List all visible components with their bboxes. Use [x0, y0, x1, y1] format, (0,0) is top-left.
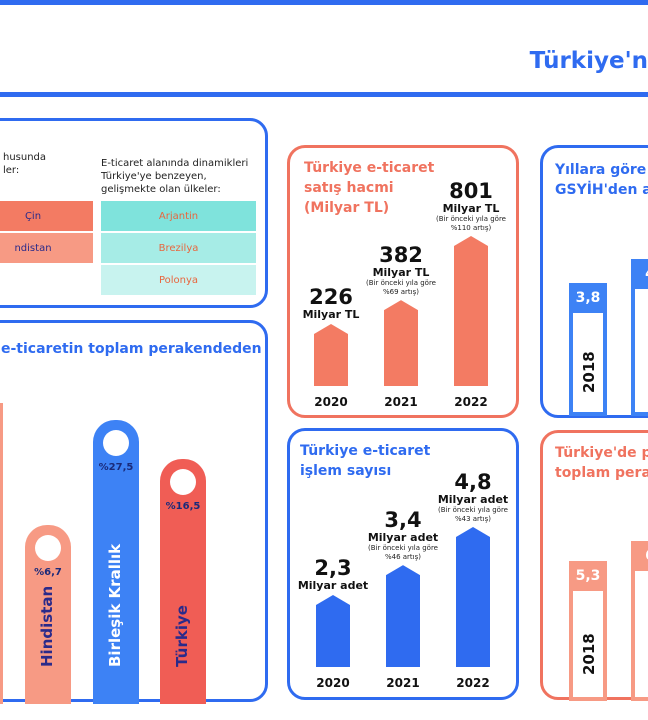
- transactions-value-2020: 2,3: [314, 556, 351, 580]
- transactions-unit-2021: Milyar adet: [368, 531, 438, 544]
- gdp-box-body: [569, 313, 607, 416]
- sales-title-line-1: Türkiye e-ticaret: [304, 160, 435, 176]
- bar-value-birlesik-krallik: %27,5: [98, 462, 134, 473]
- gdp-box-value: 3,8: [569, 283, 607, 313]
- transactions-bar-2021: [386, 565, 420, 667]
- gdp-share-panel: Yıllara göre T GSYİH'den al 3,8 2018 4: [540, 145, 648, 418]
- gdp-box-2019: 4: [631, 259, 648, 416]
- transactions-unit-2020: Milyar adet: [298, 579, 368, 592]
- left-caption-line-2: ler:: [3, 165, 20, 176]
- bar-cap-circle: [103, 430, 129, 456]
- sales-bar-2021: [384, 300, 418, 386]
- sales-note-2021: %69 artış): [383, 288, 419, 296]
- bar-country-hindistan: Hindistan: [38, 585, 56, 667]
- country-pill-label: Çin: [24, 210, 42, 222]
- sales-unit-2021: Milyar TL: [373, 266, 430, 279]
- transactions-year-2022: 2022: [456, 676, 489, 690]
- transactions-year-2021: 2021: [386, 676, 419, 690]
- transactions-title-line-1: Türkiye e-ticaret: [300, 443, 431, 459]
- country-pill-arjantin: Arjantin: [101, 201, 256, 231]
- retail-title-line-1: Türkiye'de pe: [555, 445, 648, 461]
- bar-country-birlesik-krallik: Birleşik Krallık: [106, 543, 124, 667]
- bar-cap-circle: [35, 535, 61, 561]
- transactions-title-line-2: işlem sayısı: [300, 463, 392, 479]
- sales-year-2022: 2022: [454, 395, 487, 409]
- sales-unit-2020: Milyar TL: [303, 308, 360, 321]
- country-pill-hindistan: ndistan: [0, 233, 93, 263]
- transactions-panel: Türkiye e-ticaret işlem sayısı Milyar ad…: [287, 428, 519, 700]
- retail-box-value: 5,3: [569, 561, 607, 591]
- sales-year-2021: 2021: [384, 395, 417, 409]
- right-caption-line-1: E-ticaret alanında dinamikleri: [101, 158, 249, 169]
- retail-box-year-2018: 2018: [580, 633, 598, 675]
- retail-box-value: 6: [631, 541, 648, 571]
- transactions-bar-2020: [316, 595, 350, 667]
- bar-value-turkiye: %16,5: [165, 501, 201, 512]
- transactions-value-2021: 3,4: [384, 508, 421, 532]
- country-pill-label: Polonya: [158, 274, 199, 286]
- sales-note-2022: %110 artış): [451, 224, 492, 232]
- sales-note-2022: (Bir önceki yıla göre: [436, 215, 506, 223]
- retail-title-line-2: toplam perak: [555, 465, 648, 481]
- transactions-year-2020: 2020: [316, 676, 349, 690]
- header-rule: [0, 92, 648, 97]
- countries-panel: husunda ler: Çin ndistan E-ticaret alanı…: [0, 118, 268, 308]
- gdp-title-line-1: Yıllara göre T: [555, 162, 648, 178]
- share-panel-title: e-ticaretin toplam perakendeden: [1, 341, 262, 357]
- right-caption-line-2: Türkiye'ye benzeyen,: [101, 171, 207, 182]
- gdp-box-year-2018: 2018: [580, 351, 598, 393]
- transactions-value-2022: 4,8: [454, 470, 491, 494]
- sales-year-2020: 2020: [314, 395, 347, 409]
- retail-share-panel: Türkiye'de pe toplam perak 5,3 2018 6: [540, 430, 648, 701]
- top-rule: [0, 0, 648, 5]
- sales-value-2020: 226: [309, 285, 353, 309]
- bar-hindistan: [25, 525, 71, 704]
- sales-value-2021: 382: [379, 243, 423, 267]
- sales-note-2021: (Bir önceki yıla göre: [366, 279, 436, 287]
- bar-birlesik-krallik: [93, 420, 139, 704]
- sales-volume-panel: Türkiye e-ticaret satış hacmi (Milyar TL…: [287, 145, 519, 418]
- country-pill-label: ndistan: [14, 242, 52, 254]
- left-caption-line-1: husunda: [3, 152, 47, 163]
- retail-box-body: [569, 591, 607, 701]
- country-pill-polonya: Polonya: [101, 265, 256, 295]
- gdp-box-body: [631, 289, 648, 416]
- sales-unit-2022: Milyar TL: [443, 202, 500, 215]
- transactions-note-2022: (Bir önceki yıla göre: [438, 506, 508, 514]
- edge-bar-partial: [0, 403, 3, 704]
- transactions-note-2022: %43 artış): [455, 515, 491, 523]
- retail-box-2018: 5,3: [569, 561, 607, 701]
- country-pill-label: Brezilya: [158, 242, 199, 254]
- bar-cap-circle: [170, 469, 196, 495]
- gdp-title-line-2: GSYİH'den al: [555, 182, 648, 198]
- transactions-note-2021: (Bir önceki yıla göre: [368, 544, 438, 552]
- sales-bar-2020: [314, 324, 348, 386]
- retail-box-body: [631, 571, 648, 701]
- bar-country-turkiye: Türkiye: [173, 605, 191, 667]
- gdp-box-value: 4: [631, 259, 648, 289]
- page-title: Türkiye'n: [529, 48, 648, 74]
- sales-value-2022: 801: [449, 179, 493, 203]
- sales-title-line-2: satış hacmi: [304, 180, 394, 196]
- country-pill-brezilya: Brezilya: [101, 233, 256, 263]
- sales-title-line-3: (Milyar TL): [304, 200, 390, 216]
- transactions-bar-2022: [456, 527, 490, 667]
- bar-turkiye: [160, 459, 206, 704]
- retail-box-2019: 6: [631, 541, 648, 701]
- transactions-unit-2022: Milyar adet: [438, 493, 508, 506]
- right-caption-line-3: gelişmekte olan ülkeler:: [101, 184, 221, 195]
- ecommerce-share-panel: e-ticaretin toplam perakendeden %6,7 Hin…: [0, 320, 268, 704]
- sales-bar-2022: [454, 236, 488, 386]
- gdp-box-2018: 3,8: [569, 283, 607, 416]
- country-pill-cin: Çin: [0, 201, 93, 231]
- transactions-note-2021: %46 artış): [385, 553, 421, 561]
- bar-value-hindistan: %6,7: [34, 567, 62, 578]
- country-pill-label: Arjantin: [158, 210, 199, 222]
